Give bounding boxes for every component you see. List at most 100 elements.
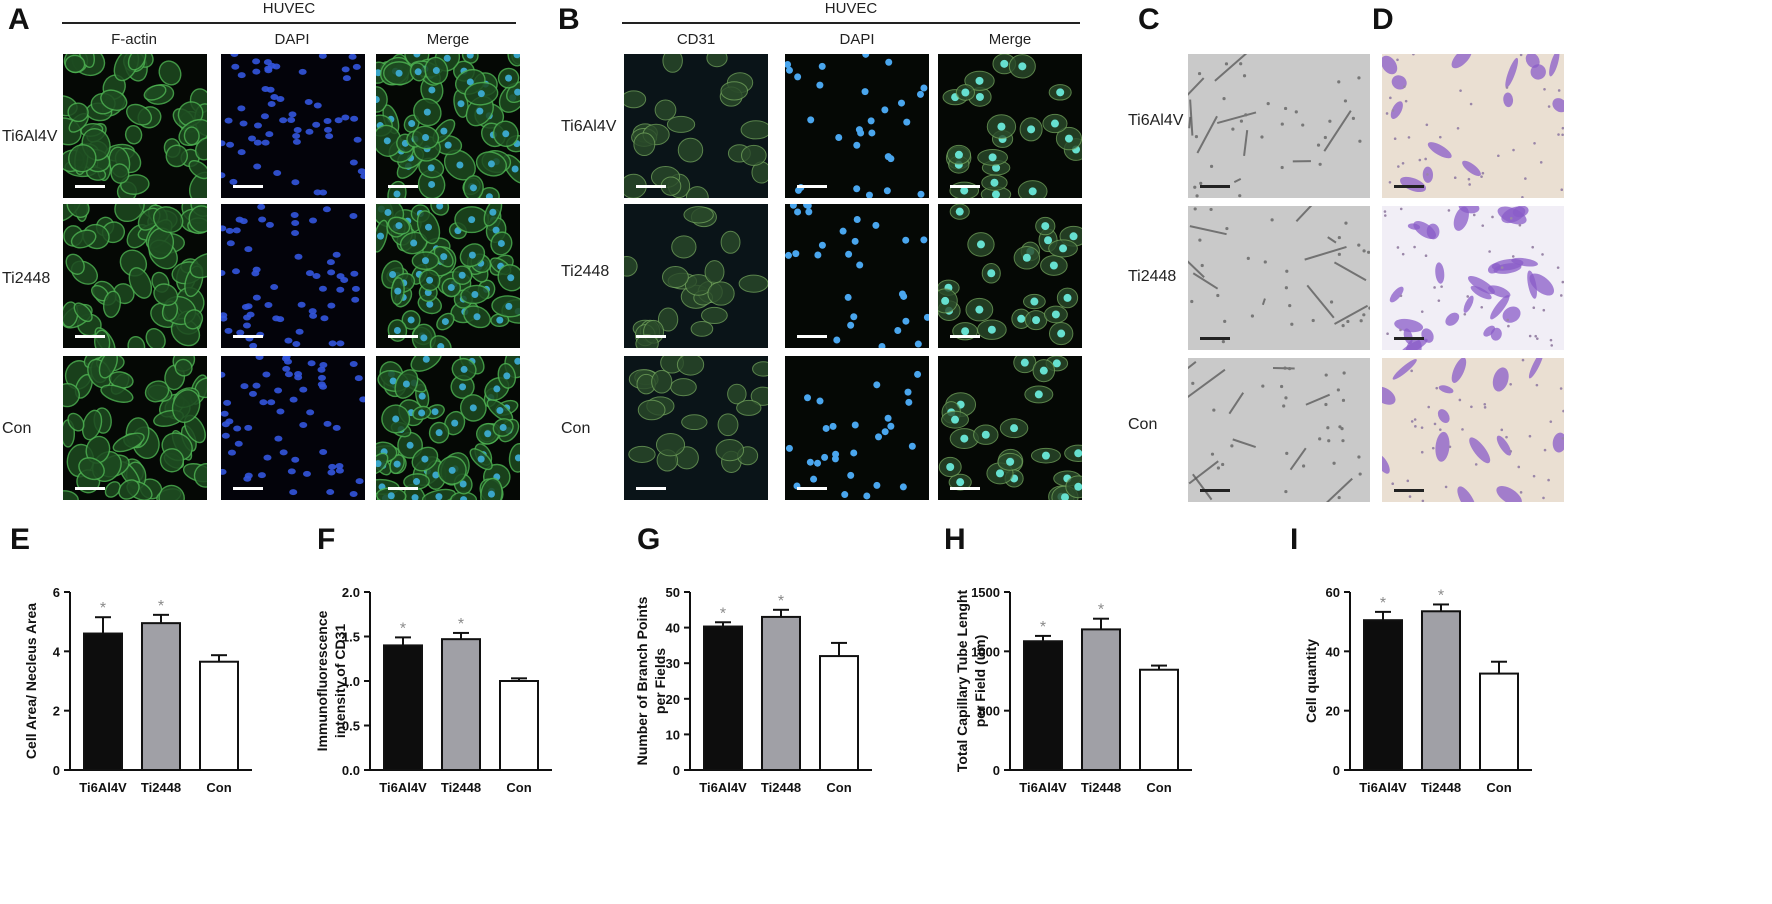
y-tick-label: 50 [666, 585, 680, 600]
category-label: Ti6Al4V [379, 780, 427, 795]
panel-a-row-2: Ti2448 [2, 270, 50, 288]
scale-bar [1200, 489, 1230, 492]
scale-bar [797, 487, 827, 490]
panel-b-micrograph-r3-c1 [624, 356, 768, 500]
panel-b-label: B [558, 3, 580, 37]
significance-star: * [1098, 602, 1104, 619]
scale-bar [950, 487, 980, 490]
bar [442, 639, 480, 770]
scale-bar [1394, 337, 1424, 340]
panel-c-micrograph-r3 [1188, 358, 1370, 502]
y-axis-label: per Field (um) [972, 635, 988, 728]
bar [1082, 629, 1120, 770]
significance-star: * [158, 598, 164, 615]
bar [820, 656, 858, 770]
panel-a-micrograph-r1-c3 [376, 54, 520, 198]
category-label: Con [506, 780, 531, 795]
scale-bar [636, 335, 666, 338]
scale-bar [950, 335, 980, 338]
panel-d-micrograph-r3 [1382, 358, 1564, 502]
category-label: Con [826, 780, 851, 795]
panel-a-header: HUVEC [62, 0, 516, 17]
scale-bar [233, 487, 263, 490]
y-tick-label: 0 [53, 763, 60, 778]
panel-b-col-1: CD31 [624, 31, 768, 48]
scale-bar [950, 185, 980, 188]
significance-star: * [1438, 587, 1444, 604]
panel-a-col-1: F-actin [62, 31, 206, 48]
panel-a-micrograph-r3-c1 [63, 356, 207, 500]
panel-b-micrograph-r2-c1 [624, 204, 768, 348]
panel-h-label: H [944, 523, 966, 557]
panel-d-label: D [1372, 3, 1394, 37]
scale-bar [1200, 337, 1230, 340]
significance-star: * [100, 600, 106, 617]
y-tick-label: 1500 [971, 585, 1000, 600]
bar [1140, 670, 1178, 770]
bar [1364, 620, 1402, 770]
panel-f-label: F [317, 523, 335, 557]
y-axis-label: Total Capillary Tube Lenght [954, 590, 970, 773]
scale-bar [388, 487, 418, 490]
scale-bar [233, 335, 263, 338]
panel-b-row-2: Ti2448 [561, 263, 609, 281]
bar [84, 634, 122, 770]
panel-d-micrograph-r1 [1382, 54, 1564, 198]
panel-a-micrograph-r1-c2 [221, 54, 365, 198]
significance-star: * [1380, 595, 1386, 612]
panel-a-micrograph-r2-c3 [376, 204, 520, 348]
significance-star: * [778, 593, 784, 610]
scale-bar [636, 185, 666, 188]
y-tick-label: 0.0 [342, 763, 360, 778]
panel-b-micrograph-r2-c2 [785, 204, 929, 348]
y-tick-label: 0 [673, 763, 680, 778]
y-tick-label: 0 [1333, 763, 1340, 778]
bar [384, 645, 422, 770]
scale-bar [1200, 185, 1230, 188]
scale-bar [1394, 185, 1424, 188]
significance-star: * [400, 620, 406, 637]
panel-b-row-1: Ti6Al4V [561, 118, 616, 136]
scale-bar [75, 185, 105, 188]
panel-b-micrograph-r1-c1 [624, 54, 768, 198]
y-tick-label: 4 [53, 644, 61, 659]
significance-star: * [458, 616, 464, 633]
panel-a-micrograph-r2-c1 [63, 204, 207, 348]
panel-b-micrograph-r1-c3 [938, 54, 1082, 198]
panel-e-label: E [10, 523, 30, 557]
panel-a-col-2: DAPI [220, 31, 364, 48]
panel-d-micrograph-r2 [1382, 206, 1564, 350]
scale-bar [797, 335, 827, 338]
category-label: Ti6Al4V [1019, 780, 1067, 795]
panel-c-micrograph-r1 [1188, 54, 1370, 198]
panel-i-label: I [1290, 523, 1298, 557]
panel-a-row-3: Con [2, 420, 31, 438]
y-axis-label: Cell quantity [1303, 639, 1319, 723]
panel-a-label: A [8, 3, 30, 37]
panel-c-label: C [1138, 3, 1160, 37]
category-label: Con [1486, 780, 1511, 795]
scale-bar [388, 185, 418, 188]
category-label: Ti2448 [1081, 780, 1121, 795]
bar [500, 681, 538, 770]
bar [1422, 611, 1460, 770]
category-label: Con [1146, 780, 1171, 795]
y-axis-label: per Fields [652, 648, 668, 714]
y-axis-label: intensity of CD31 [332, 624, 348, 739]
panel-a-micrograph-r2-c2 [221, 204, 365, 348]
category-label: Con [206, 780, 231, 795]
panel-a-micrograph-r3-c2 [221, 356, 365, 500]
panel-c-row-3: Con [1128, 416, 1157, 434]
y-axis-label: Number of Branch Points [634, 596, 650, 765]
panel-b-col-3: Merge [938, 31, 1082, 48]
category-label: Ti6Al4V [1359, 780, 1407, 795]
y-tick-label: 6 [53, 585, 60, 600]
bar [1024, 641, 1062, 770]
